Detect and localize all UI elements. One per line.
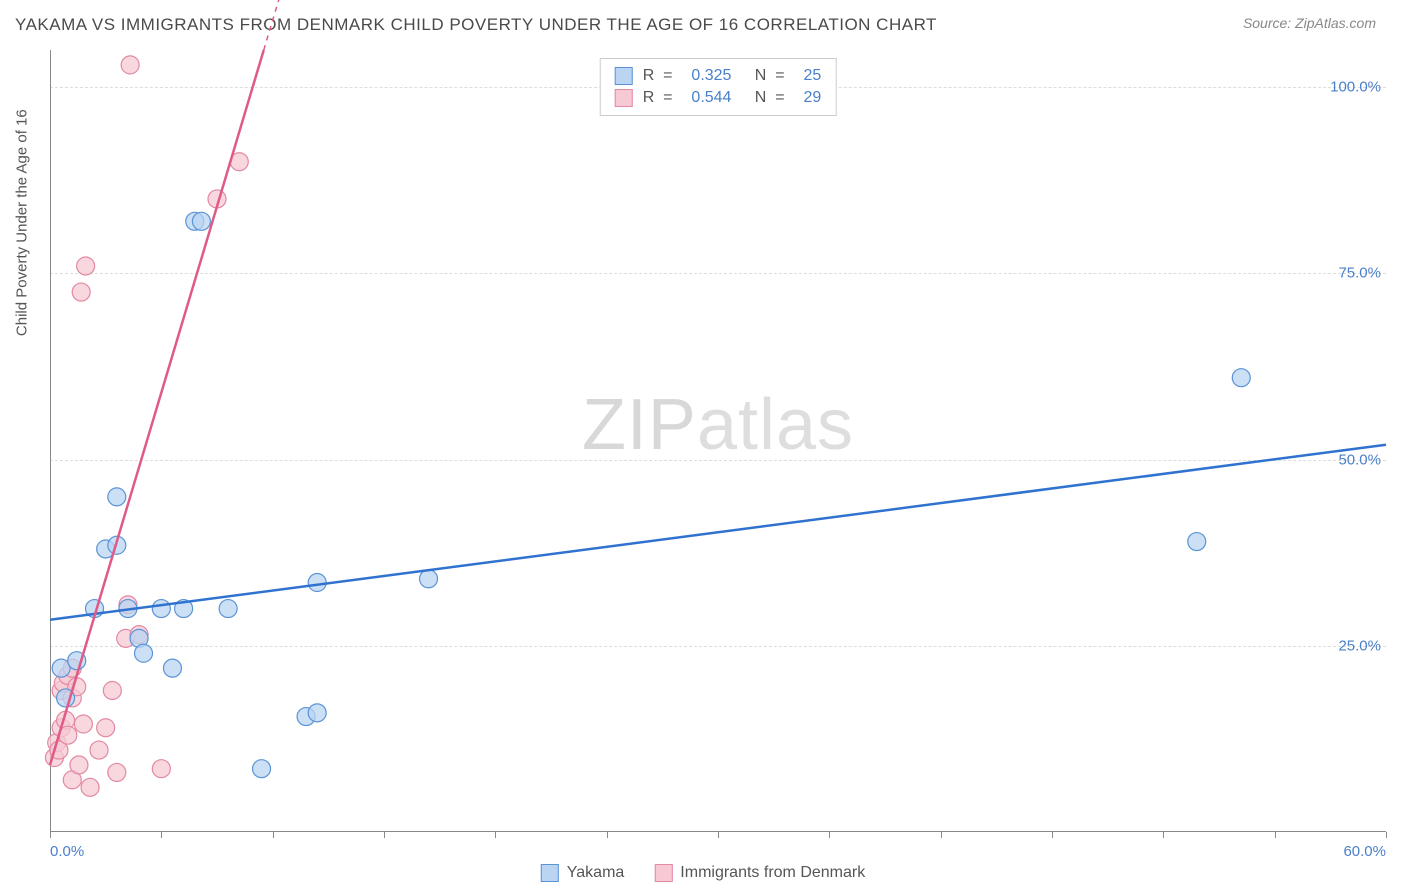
x-tick (1163, 832, 1164, 838)
x-tick-label: 0.0% (50, 843, 84, 860)
x-tick (1275, 832, 1276, 838)
x-tick (718, 832, 719, 838)
correlation-legend: R = 0.325 N = 25R = 0.544 N = 29 (600, 58, 837, 116)
scatter-point (103, 681, 121, 699)
legend-swatch (615, 67, 633, 85)
legend-swatch (541, 864, 559, 882)
chart-title: YAKAMA VS IMMIGRANTS FROM DENMARK CHILD … (15, 15, 937, 35)
scatter-point (420, 570, 438, 588)
scatter-point (72, 283, 90, 301)
x-tick (607, 832, 608, 838)
scatter-point (308, 704, 326, 722)
x-tick (384, 832, 385, 838)
scatter-point (70, 756, 88, 774)
chart-plot-area: Child Poverty Under the Age of 16 ZIPatl… (50, 50, 1386, 832)
x-tick (829, 832, 830, 838)
scatter-point (1232, 369, 1250, 387)
legend-corr-row: R = 0.325 N = 25 (615, 65, 822, 87)
y-tick-label: 50.0% (1338, 451, 1381, 468)
scatter-point (219, 600, 237, 618)
y-axis-label: Child Poverty Under the Age of 16 (14, 109, 31, 336)
series-legend: Yakama Immigrants from Denmark (541, 864, 865, 882)
legend-label: Immigrants from Denmark (680, 864, 865, 882)
scatter-point (77, 257, 95, 275)
scatter-point (192, 212, 210, 230)
y-tick-label: 75.0% (1338, 265, 1381, 282)
legend-label: Yakama (567, 864, 625, 882)
source-attribution: Source: ZipAtlas.com (1243, 15, 1376, 31)
scatter-point (152, 600, 170, 618)
legend-item: Yakama (541, 864, 625, 882)
scatter-point (108, 488, 126, 506)
scatter-svg (50, 50, 1386, 832)
scatter-point (1188, 533, 1206, 551)
scatter-point (97, 719, 115, 737)
scatter-point (163, 659, 181, 677)
scatter-point (152, 760, 170, 778)
y-tick-label: 100.0% (1330, 79, 1381, 96)
scatter-point (308, 574, 326, 592)
scatter-point (74, 715, 92, 733)
scatter-point (121, 56, 139, 74)
scatter-point (253, 760, 271, 778)
scatter-point (135, 644, 153, 662)
trend-line (50, 50, 264, 765)
x-tick (1386, 832, 1387, 838)
y-tick-label: 25.0% (1338, 637, 1381, 654)
legend-swatch (615, 89, 633, 107)
x-tick-label: 60.0% (1343, 843, 1386, 860)
x-tick (273, 832, 274, 838)
legend-item: Immigrants from Denmark (654, 864, 865, 882)
scatter-point (108, 763, 126, 781)
trend-line (50, 445, 1386, 620)
x-tick (495, 832, 496, 838)
x-tick (50, 832, 51, 838)
x-tick (161, 832, 162, 838)
scatter-point (81, 778, 99, 796)
x-tick (1052, 832, 1053, 838)
legend-corr-row: R = 0.544 N = 29 (615, 87, 822, 109)
x-tick (941, 832, 942, 838)
chart-header: YAKAMA VS IMMIGRANTS FROM DENMARK CHILD … (0, 0, 1406, 40)
legend-swatch (654, 864, 672, 882)
scatter-point (90, 741, 108, 759)
